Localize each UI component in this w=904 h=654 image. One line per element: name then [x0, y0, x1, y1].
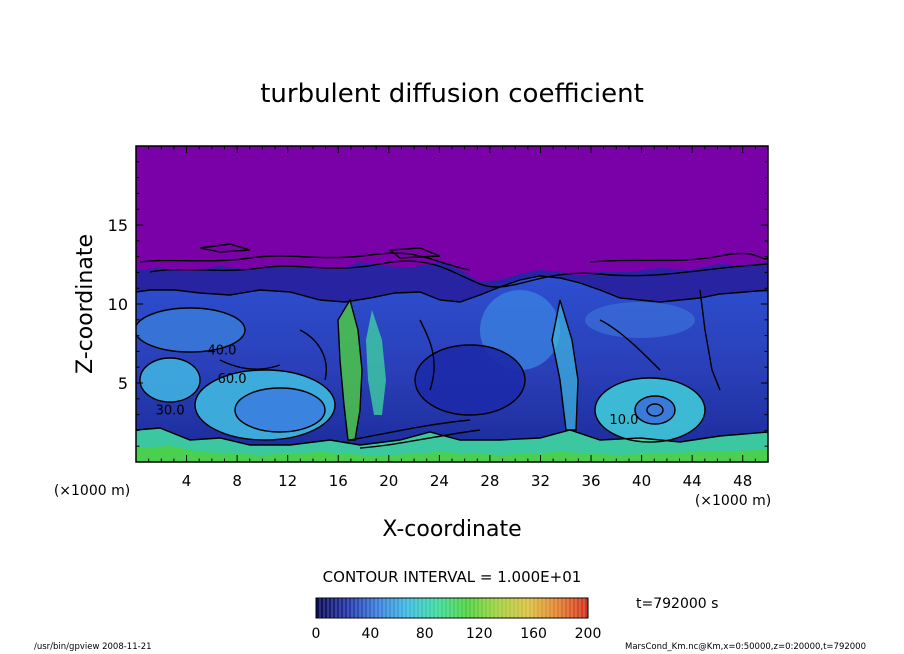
x-tick-label: 36 [581, 472, 600, 490]
x-tick-label: 40 [632, 472, 651, 490]
contour-label: 10.0 [609, 413, 638, 428]
contour-interval-text: CONTOUR INTERVAL = 1.000E+01 [323, 568, 582, 586]
x-tick-label: 20 [379, 472, 398, 490]
x-tick-label: 16 [329, 472, 348, 490]
y-unit-bottom-right: (×1000 m) [695, 493, 771, 509]
upper-fringe-band [136, 262, 768, 302]
footer-right: MarsCond_Km.nc@Km,x=0:50000,z=0:20000,t=… [625, 642, 866, 652]
colorbar-tick-label: 200 [575, 626, 602, 642]
cyan-plume-right [552, 300, 578, 430]
colorbar-tick-label: 120 [466, 626, 493, 642]
x-tick-label: 8 [232, 472, 242, 490]
y-tick-label: 5 [118, 374, 128, 393]
colorbar-tick-label: 0 [312, 626, 321, 642]
colorbar [315, 597, 589, 619]
plot-area: 40.0 60.0 30.0 10.0 [136, 146, 768, 462]
x-tick-label: 48 [733, 472, 752, 490]
eddy-cyan-farleft [140, 358, 200, 402]
colorbar-tick-label: 160 [520, 626, 547, 642]
eddy-inner-right [635, 396, 675, 424]
x-tick-label: 32 [531, 472, 550, 490]
y-tick-labels: 5 10 15 [108, 216, 128, 393]
eddy-inner-left [235, 388, 325, 432]
time-label: t=792000 s [636, 596, 718, 612]
x-unit-left: (×1000 m) [54, 483, 130, 499]
x-tick-label: 12 [278, 472, 297, 490]
colorbar-tick-labels: 0 40 80 120 160 200 [312, 626, 602, 642]
x-tick-label: 28 [480, 472, 499, 490]
y-axis-label: Z-coordinate [73, 234, 98, 374]
colorbar-tick-label: 40 [361, 626, 379, 642]
contour-label: 40.0 [207, 344, 236, 359]
light-blue-patch-left [136, 308, 245, 352]
surface-green-strip [136, 446, 768, 462]
colorbar-tick-label: 80 [416, 626, 434, 642]
y-tick-label: 15 [108, 216, 128, 235]
contour-labels: 40.0 60.0 30.0 10.0 [156, 344, 639, 429]
x-tick-label: 4 [182, 472, 192, 490]
axis-ticks [135, 145, 769, 463]
colorbar-stripes [319, 598, 585, 618]
footer-left: /usr/bin/gpview 2008-11-21 [34, 642, 152, 652]
y-tick-label: 10 [108, 295, 128, 314]
green-plume-mid [366, 310, 386, 415]
x-tick-label: 44 [683, 472, 702, 490]
x-tick-label: 24 [430, 472, 449, 490]
x-tick-labels: 4 8 12 16 20 24 28 32 36 40 44 48 [182, 472, 752, 490]
light-blue-patch-right [585, 302, 695, 338]
contour-label: 60.0 [218, 372, 247, 387]
contour-lines [136, 243, 768, 449]
x-axis-label: X-coordinate [382, 517, 521, 542]
contour-label: 30.0 [156, 404, 185, 419]
dark-core-center [415, 345, 525, 415]
chart-title: turbulent diffusion coefficient [260, 79, 644, 109]
